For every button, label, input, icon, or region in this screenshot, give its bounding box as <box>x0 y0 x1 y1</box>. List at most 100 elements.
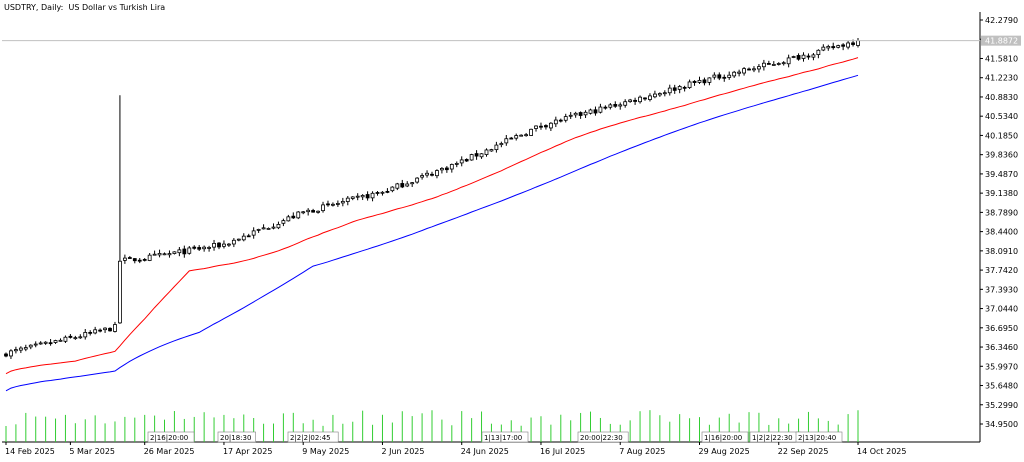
candle-body <box>474 153 479 157</box>
candle-body <box>657 93 662 96</box>
candle-body <box>747 68 751 71</box>
candle-body <box>93 329 98 334</box>
candle-body <box>251 230 256 236</box>
candle-body <box>122 257 127 261</box>
candle-body <box>68 335 73 338</box>
candle-body <box>236 238 241 241</box>
price-tick-label: 40.5340 <box>985 112 1018 121</box>
candle-body <box>370 192 375 199</box>
price-tick-label: 38.7890 <box>985 208 1018 217</box>
candle-body <box>856 40 860 46</box>
candle-body <box>380 191 385 194</box>
candle-body <box>776 63 781 65</box>
candle-body <box>742 68 746 74</box>
candle-body <box>529 128 533 136</box>
price-tick-label: 41.5810 <box>985 54 1018 63</box>
candle-body <box>28 344 33 348</box>
event-marker-label[interactable]: 2|2|2|02:45 <box>290 434 331 442</box>
candle-body <box>147 254 152 261</box>
candle-body <box>335 203 340 205</box>
event-marker-label[interactable]: 1|2|2|22:30 <box>752 434 793 442</box>
candle-body <box>781 62 786 65</box>
candle-body <box>732 71 737 77</box>
candle-body <box>841 44 846 47</box>
candle-body <box>534 125 538 129</box>
event-marker-label[interactable]: 2|16|20:00 <box>150 434 188 442</box>
candle-body <box>23 347 28 350</box>
candle-body <box>499 143 504 146</box>
price-tick-label: 36.6950 <box>985 324 1018 333</box>
candle-body <box>558 119 563 122</box>
event-marker-box[interactable] <box>795 431 843 443</box>
time-tick-label: 14 Oct 2025 <box>857 447 906 456</box>
candle-body <box>801 54 806 59</box>
candle-body <box>306 209 311 213</box>
candle-body <box>578 112 583 116</box>
current-price-label: 41.8872 <box>985 37 1018 46</box>
candle-body <box>113 324 117 332</box>
candle-body <box>192 246 197 249</box>
candle-body <box>633 99 637 102</box>
event-marker-box[interactable] <box>147 431 195 443</box>
time-tick-label: 7 Aug 2025 <box>619 447 665 456</box>
event-marker-box[interactable] <box>287 431 339 443</box>
event-marker-label[interactable]: 20|18:30 <box>220 434 251 442</box>
candle-body <box>667 87 672 94</box>
candle-body <box>682 86 687 89</box>
candle-body <box>702 79 707 84</box>
candle-body <box>162 253 167 256</box>
description-label: US Dollar vs Turkish Lira <box>68 3 166 12</box>
candle-body <box>643 97 647 100</box>
candle-body <box>539 125 543 128</box>
event-marker-label[interactable]: 20:00|22:30 <box>580 434 623 442</box>
time-tick-label: 5 Mar 2025 <box>69 447 115 456</box>
price-tick-label: 39.8360 <box>985 151 1018 160</box>
candle-body <box>459 159 464 164</box>
event-marker-label[interactable]: 2|13|20:40 <box>798 434 836 442</box>
price-tick-label: 35.9970 <box>985 362 1018 371</box>
candle-body <box>88 331 93 334</box>
candle-body <box>761 62 766 68</box>
candle-body <box>757 66 761 70</box>
candle-body <box>326 203 330 206</box>
event-marker-box[interactable] <box>577 431 629 443</box>
candle-body <box>321 204 325 212</box>
candle-body <box>38 342 43 345</box>
candle-body <box>821 46 826 51</box>
candle-body <box>127 257 132 259</box>
time-tick-label: 16 Jul 2025 <box>540 447 585 456</box>
candle-body <box>281 220 286 224</box>
candle-body <box>608 104 613 108</box>
candle-body <box>231 239 236 245</box>
candle-body <box>568 114 573 117</box>
candle-body <box>618 104 623 107</box>
event-marker-box[interactable] <box>481 431 529 443</box>
event-marker-label[interactable]: 1|13|17:00 <box>484 434 522 442</box>
price-tick-label: 36.3460 <box>985 343 1018 352</box>
candle-body <box>766 63 771 65</box>
candle-body <box>623 101 628 106</box>
candle-body <box>241 235 246 241</box>
price-tick-label: 37.0440 <box>985 305 1018 314</box>
candle-body <box>291 215 296 219</box>
candle-body <box>157 253 162 256</box>
candle-body <box>405 183 410 187</box>
timeframe-label: Daily: <box>41 3 64 12</box>
price-tick-label: 35.2990 <box>985 401 1018 410</box>
candle-body <box>603 106 608 109</box>
event-marker-label[interactable]: 1|16|20:00 <box>704 434 742 442</box>
candle-body <box>553 119 558 125</box>
candle-body <box>395 183 400 189</box>
candle-body <box>831 46 836 49</box>
candle-body <box>786 57 791 65</box>
time-tick-label: 24 Jun 2025 <box>461 447 509 456</box>
candle-body <box>301 211 306 214</box>
event-marker-box[interactable] <box>217 431 256 443</box>
candle-body <box>365 194 370 199</box>
candle-body <box>375 192 380 194</box>
time-tick-label: 29 Aug 2025 <box>698 447 749 456</box>
event-marker-box[interactable] <box>701 431 749 443</box>
candle-body <box>385 190 390 193</box>
